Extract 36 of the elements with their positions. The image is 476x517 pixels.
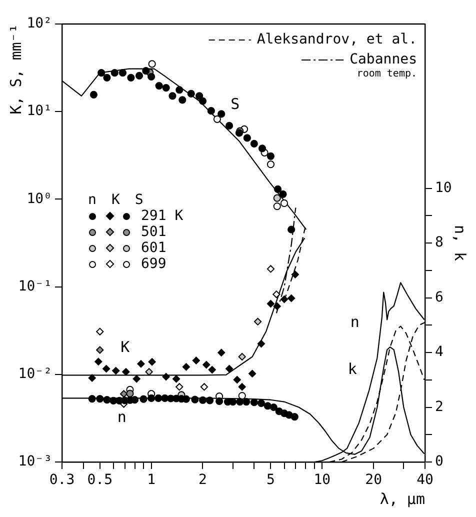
x-tick-label: 40	[416, 472, 434, 488]
y-tick-label: 10⁻¹	[18, 278, 52, 294]
annotation: K	[120, 338, 130, 356]
x-tick-label: 20	[365, 472, 382, 488]
annotation: k	[348, 360, 357, 378]
legend-label: 699	[141, 256, 166, 272]
y-axis-title: K, S, mm⁻¹	[6, 24, 25, 114]
legend-title: n K S	[87, 192, 148, 208]
x-tick-label: 0.3	[49, 472, 75, 488]
y-tick-label: 10⁻²	[18, 366, 52, 382]
legend-label: Cabannes	[350, 52, 418, 68]
y2-tick-label: 6	[435, 289, 444, 306]
x-axis-title: λ, μm	[380, 490, 425, 508]
legend-label: 501	[141, 224, 166, 240]
y2-tick-label: 2	[435, 398, 444, 415]
y2-tick-label: 0	[435, 454, 444, 470]
annotation: n	[117, 408, 126, 426]
x-tick-label: 2	[198, 472, 207, 488]
annotation: S	[230, 94, 240, 113]
y2-axis-title: n, k	[451, 224, 470, 262]
y2-tick-label: 8	[435, 234, 444, 251]
y-tick-label: 10²	[26, 16, 52, 32]
legend-label: 601	[141, 240, 166, 256]
y2-tick-label: 10	[435, 180, 452, 196]
x-tick-label: 1	[147, 472, 156, 488]
x-tick-label: 0.5	[87, 472, 113, 488]
legend-label: 291 K	[141, 208, 184, 224]
y-tick-label: 10⁰	[26, 190, 52, 207]
y-tick-label: 10¹	[26, 103, 52, 120]
x-tick-label: 5	[266, 472, 275, 488]
y2-tick-label: 4	[435, 344, 444, 360]
legend-label: Aleksandrov, et al.	[256, 32, 418, 48]
y-tick-label: 10⁻³	[18, 454, 52, 470]
x-tick-label: 10	[314, 472, 331, 488]
annotation: n	[350, 313, 360, 332]
annotation: room temp.	[356, 68, 418, 80]
